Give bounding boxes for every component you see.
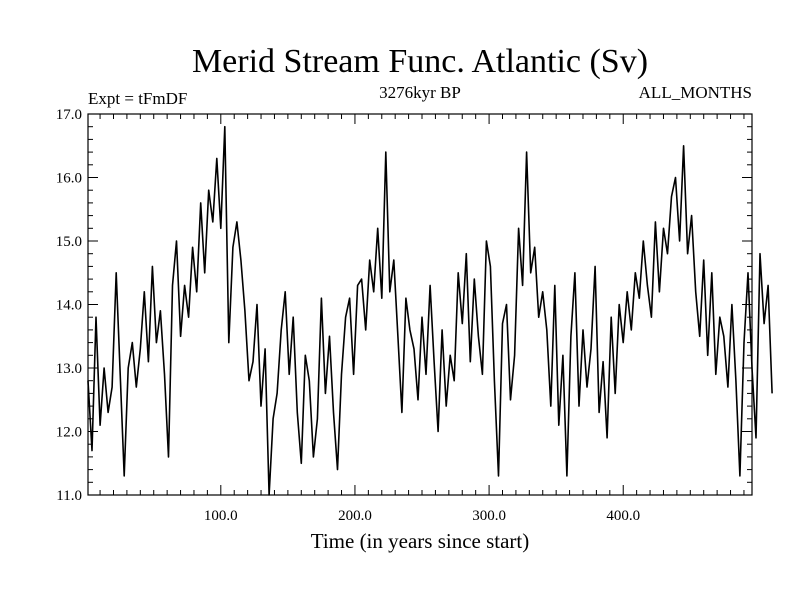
x-tick-label: 300.0: [472, 508, 506, 524]
y-tick-label: 15.0: [56, 234, 82, 250]
y-tick-label: 13.0: [56, 361, 82, 377]
y-tick-label: 12.0: [56, 425, 82, 441]
chart-title: Merid Stream Func. Atlantic (Sv): [192, 43, 648, 80]
chart-subtitle-left: Expt = tFmDF: [88, 89, 187, 108]
y-tick-label: 14.0: [56, 298, 82, 314]
plot-layer: 11.0 12.0 13.0 14.0 15.0 16.0 17.0 100.0 200.0 30…: [56, 107, 773, 524]
x-tick-label: 400.0: [606, 508, 640, 524]
chart-subtitle-right: ALL_MONTHS: [639, 83, 752, 102]
x-tick-label: 100.0: [204, 508, 238, 524]
y-tick-label: 11.0: [56, 488, 82, 504]
y-tick-label: 16.0: [56, 171, 82, 187]
series-line-0: [87, 125, 773, 496]
x-tick-label: 200.0: [338, 508, 372, 524]
x-axis-label: Time (in years since start): [311, 529, 530, 553]
y-tick-label: 17.0: [56, 107, 82, 123]
chart-subtitle-center: 3276kyr BP: [379, 83, 461, 102]
